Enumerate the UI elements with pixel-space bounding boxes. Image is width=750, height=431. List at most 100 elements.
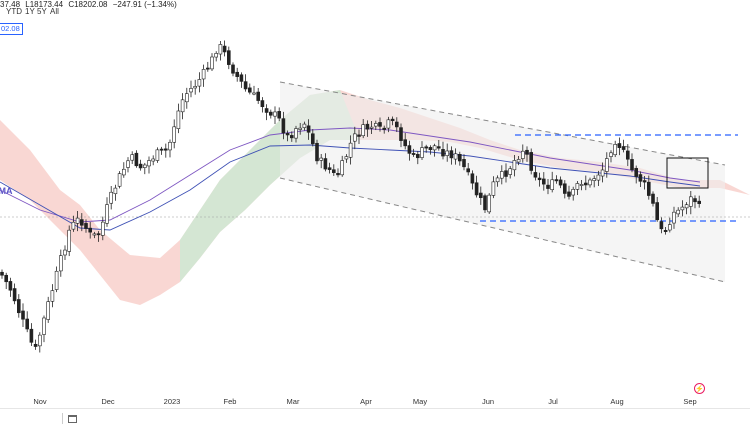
candle-body bbox=[407, 145, 412, 154]
candle bbox=[180, 93, 185, 120]
candle-body bbox=[109, 191, 113, 204]
range-button-ytd[interactable]: YTD bbox=[6, 7, 22, 16]
candle bbox=[651, 191, 655, 207]
candle-body bbox=[487, 194, 492, 213]
calendar-icon[interactable] bbox=[68, 415, 77, 423]
candle bbox=[315, 139, 319, 165]
candle bbox=[667, 217, 672, 233]
candle bbox=[0, 269, 4, 279]
candle bbox=[394, 117, 399, 133]
candle bbox=[193, 79, 197, 95]
candle-body bbox=[340, 160, 345, 176]
candle-body bbox=[659, 221, 664, 230]
candle-body bbox=[516, 159, 521, 163]
candle-body bbox=[185, 93, 189, 103]
candle-body bbox=[352, 133, 357, 142]
candle-body bbox=[554, 179, 559, 182]
candle bbox=[390, 116, 395, 126]
candle-body bbox=[210, 56, 214, 70]
candle-body bbox=[445, 150, 450, 156]
candle bbox=[550, 171, 555, 193]
ohlc-readout: 37.48 L18173.44 C18202.08 −247.91 (−1.34… bbox=[0, 0, 180, 12]
candle-body bbox=[164, 148, 168, 151]
candle bbox=[470, 170, 475, 190]
candle bbox=[642, 175, 647, 190]
candle-body bbox=[491, 181, 496, 196]
candle bbox=[369, 121, 374, 134]
candle-body bbox=[54, 270, 59, 290]
candle-body bbox=[33, 343, 38, 347]
candle-body bbox=[168, 141, 172, 151]
candle bbox=[189, 80, 193, 98]
candle-body bbox=[12, 288, 17, 302]
ohlc-low: L18173.44 bbox=[25, 0, 64, 9]
candle bbox=[365, 120, 370, 137]
candle-body bbox=[462, 159, 466, 168]
candle-body bbox=[143, 164, 147, 168]
candle bbox=[214, 51, 218, 62]
range-separator bbox=[62, 413, 63, 424]
candle bbox=[625, 144, 630, 167]
candle bbox=[638, 171, 643, 188]
candle-body bbox=[617, 143, 622, 148]
x-tick-label: Sep bbox=[683, 397, 696, 406]
candle bbox=[680, 200, 685, 217]
candle-body bbox=[25, 318, 30, 330]
candle bbox=[143, 162, 147, 175]
candle-body bbox=[248, 87, 252, 93]
candle bbox=[63, 245, 67, 260]
candle-body bbox=[613, 144, 618, 156]
candle bbox=[592, 175, 597, 188]
candle-body bbox=[579, 184, 584, 186]
candle bbox=[432, 143, 437, 157]
candle-body bbox=[688, 196, 693, 207]
candle-body bbox=[432, 145, 437, 151]
candle bbox=[243, 74, 248, 92]
candle-body bbox=[684, 204, 689, 209]
candle bbox=[12, 283, 17, 305]
x-axis: Nov Dec 2023 Feb Mar Apr May Jun Jul Aug Sep bbox=[33, 397, 696, 406]
candle bbox=[130, 151, 134, 164]
candle-body bbox=[474, 182, 479, 196]
candle bbox=[361, 119, 366, 139]
ohlc-open: 37.48 bbox=[0, 0, 21, 9]
x-tick-label: Mar bbox=[287, 397, 300, 406]
range-button-5y[interactable]: 5Y bbox=[37, 7, 47, 16]
candle bbox=[462, 154, 466, 171]
ma-line-fast bbox=[0, 127, 701, 223]
candle bbox=[101, 216, 105, 241]
candle-body bbox=[294, 128, 298, 139]
candle-body bbox=[642, 180, 647, 183]
candle-body bbox=[550, 179, 555, 191]
candle bbox=[504, 163, 508, 183]
candle bbox=[172, 119, 176, 149]
candle bbox=[621, 139, 626, 153]
candle-body bbox=[604, 158, 609, 172]
candle bbox=[373, 120, 378, 131]
candle bbox=[491, 176, 496, 199]
candle bbox=[520, 144, 525, 163]
ohlc-change: −247.91 (−1.34%) bbox=[112, 0, 177, 9]
candle bbox=[336, 168, 340, 178]
candle bbox=[260, 97, 265, 113]
candle bbox=[277, 107, 282, 122]
candle-body bbox=[588, 179, 592, 186]
candle-body bbox=[96, 233, 101, 236]
candle bbox=[185, 87, 189, 109]
candle-body bbox=[126, 160, 130, 168]
candle-body bbox=[8, 281, 13, 291]
candle bbox=[541, 172, 546, 191]
range-button-all[interactable]: All bbox=[50, 7, 59, 16]
candle bbox=[424, 144, 429, 153]
candle bbox=[495, 175, 500, 187]
range-button-1y[interactable]: 1Y bbox=[25, 7, 35, 16]
candle-body bbox=[424, 146, 429, 149]
candlesticks bbox=[0, 40, 702, 353]
candle bbox=[558, 176, 563, 189]
candle bbox=[117, 171, 122, 189]
candle bbox=[75, 210, 80, 232]
candle bbox=[319, 153, 324, 169]
candle bbox=[231, 62, 235, 77]
candle-body bbox=[138, 163, 143, 169]
